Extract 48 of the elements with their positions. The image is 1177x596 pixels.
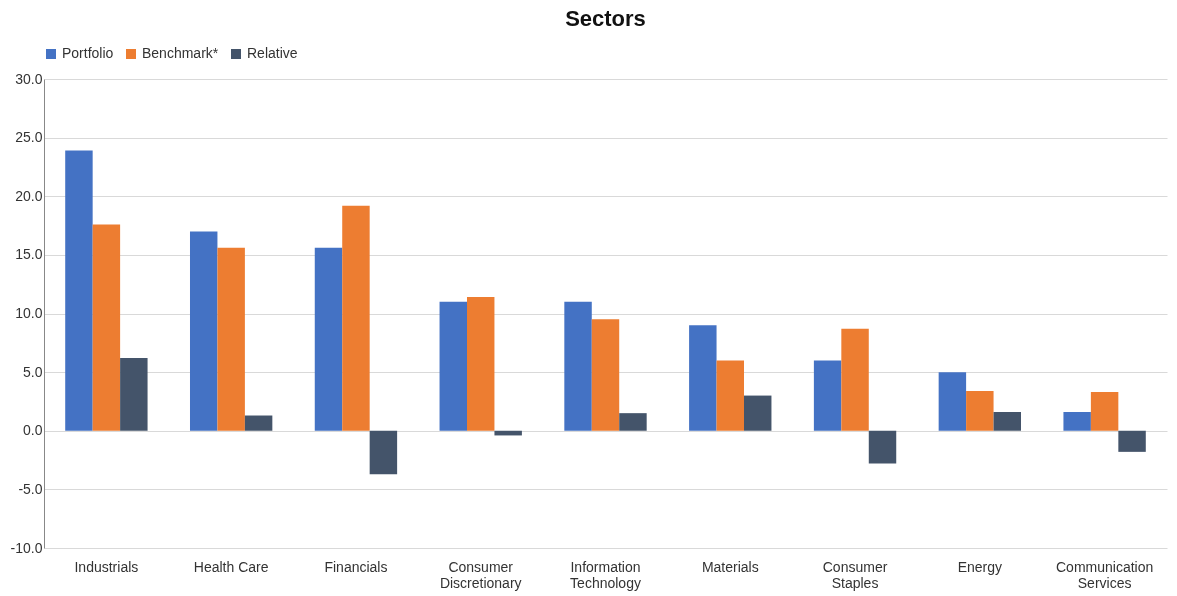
- x-tick-label: Industrials: [74, 558, 139, 575]
- legend-label: Portfolio: [62, 45, 114, 61]
- chart-title: Sectors: [565, 6, 646, 31]
- bar: [439, 301, 467, 431]
- bar: [314, 247, 343, 431]
- bar: [92, 224, 121, 431]
- bar: [369, 430, 398, 475]
- bar: [868, 430, 897, 464]
- bar: [813, 360, 842, 431]
- bar: [1063, 411, 1091, 431]
- x-tick-label: Financials: [324, 558, 388, 575]
- bar: [120, 358, 148, 431]
- bar: [564, 301, 592, 431]
- legend-label: Relative: [247, 45, 298, 61]
- y-tick-label: -10.0: [10, 539, 43, 556]
- bar: [591, 319, 620, 431]
- bar: [342, 205, 370, 431]
- y-tick-label: 5.0: [23, 363, 43, 380]
- x-tick-label: Consumer Discretionary: [439, 558, 522, 591]
- y-tick-label: 25.0: [15, 129, 43, 146]
- bar: [841, 328, 869, 431]
- bar: [1118, 430, 1146, 452]
- bar: [744, 395, 772, 431]
- bar: [217, 247, 245, 431]
- bar: [1090, 392, 1119, 431]
- x-tick-label: Energy: [957, 558, 1003, 575]
- y-tick-label: 15.0: [15, 246, 43, 263]
- bar: [938, 372, 967, 431]
- y-tick-label: 30.0: [15, 70, 43, 87]
- y-tick-label: 10.0: [15, 305, 43, 321]
- bar: [189, 231, 218, 431]
- bar: [966, 390, 994, 431]
- x-tick-label: Materials: [701, 558, 759, 575]
- x-tick-label: Communication Services: [1055, 558, 1154, 591]
- bar: [65, 150, 93, 431]
- bar: [993, 411, 1022, 431]
- y-tick-label: 0.0: [23, 422, 43, 439]
- bar: [244, 415, 273, 431]
- bar: [467, 297, 495, 431]
- bar: [716, 360, 744, 431]
- x-tick-label: Consumer Staples: [822, 558, 888, 591]
- x-tick-label: Health Care: [193, 558, 269, 575]
- x-tick-label: Information Technology: [570, 558, 641, 591]
- bar: [689, 325, 717, 431]
- y-tick-label: 20.0: [15, 187, 43, 204]
- legend-label: Benchmark*: [142, 45, 219, 61]
- bar: [619, 413, 647, 431]
- y-tick-label: -5.0: [18, 480, 43, 497]
